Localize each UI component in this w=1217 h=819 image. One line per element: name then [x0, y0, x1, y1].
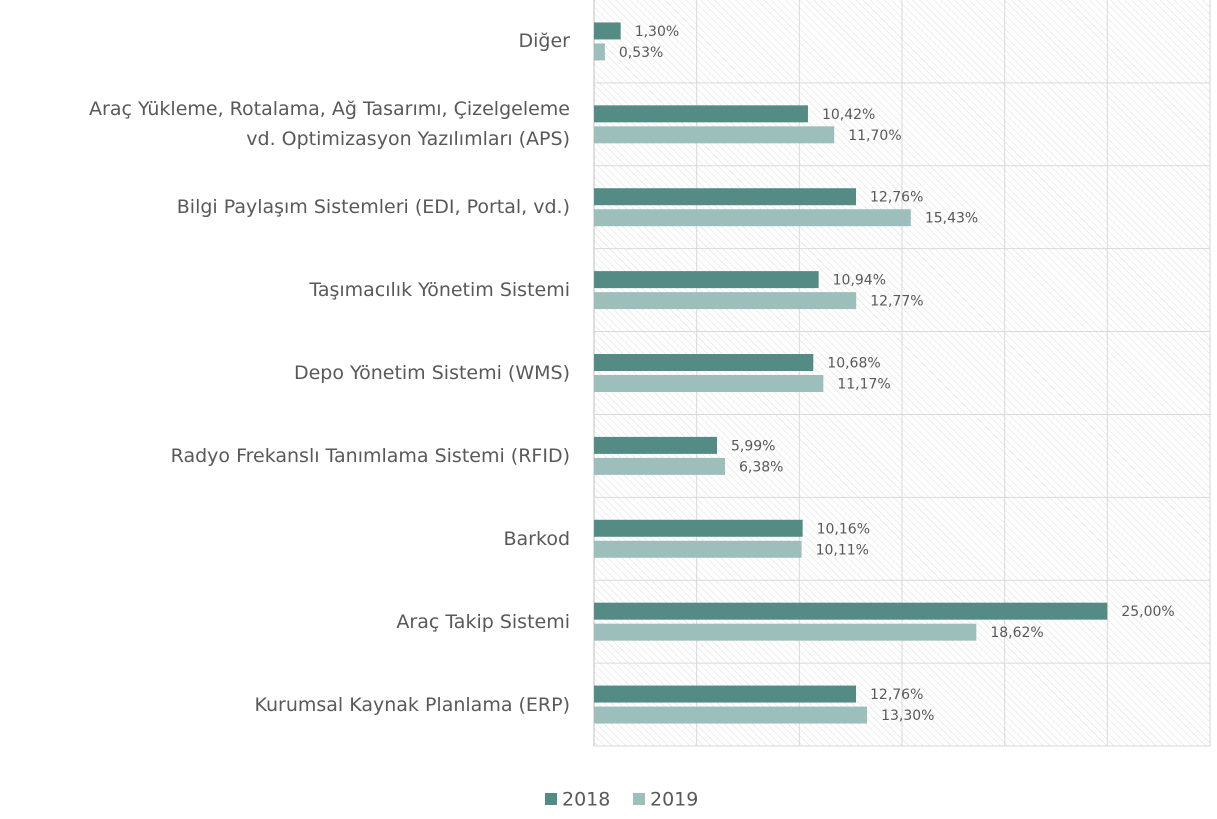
- bar: [594, 457, 726, 475]
- category-label: Depo Yönetim Sistemi (WMS): [293, 362, 570, 384]
- value-label: 15,43%: [925, 211, 978, 227]
- value-label: 10,68%: [827, 356, 880, 372]
- category-label: Barkod: [503, 527, 571, 550]
- value-label: 5,99%: [731, 438, 775, 454]
- value-label: 6,38%: [739, 459, 783, 475]
- value-label: 18,62%: [990, 625, 1043, 641]
- value-label: 10,94%: [833, 273, 886, 289]
- bar: [594, 706, 868, 724]
- legend-label: 2019: [650, 789, 698, 811]
- category-label: Araç Yükleme, Rotalama, Ağ Tasarımı, Çiz…: [89, 98, 570, 151]
- bar: [594, 43, 605, 61]
- value-label: 13,30%: [881, 708, 934, 724]
- bar: [594, 436, 717, 454]
- category-label: Bilgi Paylaşım Sistemleri (EDI, Portal, …: [176, 196, 570, 219]
- bar: [594, 209, 911, 227]
- category-label: Diğer: [518, 30, 570, 53]
- bar: [594, 602, 1108, 620]
- bar: [594, 292, 857, 310]
- bar: [594, 188, 857, 206]
- legend-swatch: [545, 793, 557, 805]
- bar: [594, 519, 803, 537]
- bar: [594, 685, 857, 703]
- value-label: 10,16%: [817, 521, 870, 537]
- category-label: Kurumsal Kaynak Planlama (ERP): [254, 693, 570, 716]
- category-label: Radyo Frekanslı Tanımlama Sistemi (RFID): [170, 444, 570, 467]
- bar: [594, 540, 802, 558]
- value-label: 11,17%: [837, 377, 890, 393]
- value-label: 12,77%: [870, 294, 923, 310]
- legend-swatch: [633, 793, 645, 805]
- bar: [594, 354, 814, 371]
- legend-label: 2018: [562, 789, 610, 811]
- value-label: 0,53%: [619, 45, 663, 61]
- bar: [594, 105, 808, 123]
- category-label: Taşımacılık Yönetim Sistemi: [309, 279, 570, 302]
- bar: [594, 375, 824, 392]
- value-label: 1,30%: [635, 24, 679, 40]
- bar: [594, 271, 819, 289]
- value-label: 12,76%: [870, 687, 923, 703]
- bar: [594, 623, 977, 641]
- value-label: 25,00%: [1121, 604, 1174, 620]
- bar: [594, 126, 835, 144]
- value-label: 11,70%: [848, 128, 901, 144]
- value-label: 10,42%: [822, 107, 875, 123]
- value-label: 12,76%: [870, 190, 923, 206]
- bar: [594, 22, 621, 40]
- value-label: 10,11%: [816, 542, 869, 558]
- category-label: Araç Takip Sistemi: [396, 610, 570, 633]
